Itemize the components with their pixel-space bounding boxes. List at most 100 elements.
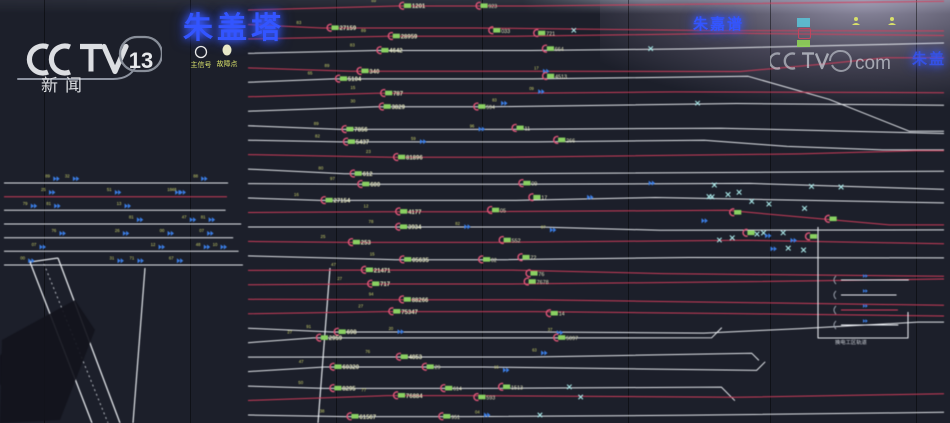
- svg-text:91: 91: [306, 324, 311, 329]
- svg-text:79: 79: [23, 201, 28, 206]
- svg-text:4177: 4177: [408, 210, 422, 216]
- svg-text:96: 96: [470, 123, 475, 128]
- svg-text:81896: 81896: [406, 156, 423, 162]
- svg-text:4513: 4513: [555, 75, 567, 81]
- svg-text:51: 51: [107, 187, 112, 192]
- svg-text:1513: 1513: [511, 385, 523, 391]
- svg-text:23: 23: [366, 149, 371, 154]
- svg-text:266: 266: [566, 138, 575, 144]
- svg-text:76: 76: [52, 228, 57, 233]
- svg-text:50: 50: [298, 380, 303, 385]
- svg-text:8295: 8295: [342, 387, 356, 393]
- svg-text:38: 38: [320, 408, 325, 413]
- svg-text:78: 78: [369, 219, 374, 224]
- svg-text:67: 67: [169, 256, 174, 261]
- svg-text:698: 698: [347, 330, 358, 336]
- svg-text:04: 04: [475, 409, 480, 414]
- svg-text:14: 14: [559, 312, 565, 318]
- svg-text:29: 29: [435, 365, 441, 371]
- svg-text:09: 09: [531, 182, 537, 188]
- svg-text:664: 664: [555, 47, 564, 53]
- svg-text:16: 16: [294, 192, 299, 197]
- svg-text:033: 033: [501, 29, 510, 35]
- svg-text:951: 951: [451, 415, 460, 421]
- svg-text:05: 05: [500, 209, 506, 215]
- svg-text:59: 59: [411, 136, 416, 141]
- svg-text:26: 26: [115, 228, 120, 233]
- svg-text:27: 27: [358, 303, 363, 308]
- svg-text:10: 10: [213, 242, 218, 247]
- svg-text:27: 27: [337, 276, 342, 281]
- svg-text:48: 48: [196, 242, 201, 247]
- svg-text:28959: 28959: [401, 35, 418, 41]
- svg-text:340: 340: [369, 69, 380, 75]
- svg-text:77: 77: [361, 387, 366, 392]
- svg-text:新闻: 新闻: [41, 76, 89, 95]
- svg-text:71: 71: [130, 256, 135, 261]
- svg-text:594: 594: [486, 105, 495, 111]
- svg-text:72: 72: [530, 256, 536, 262]
- svg-text:17: 17: [541, 196, 547, 202]
- svg-text:7856: 7856: [354, 128, 368, 134]
- svg-text:89: 89: [371, 0, 376, 3]
- svg-text:13: 13: [129, 48, 153, 73]
- svg-text:换电工区轨道: 换电工区轨道: [835, 338, 867, 346]
- svg-text:07: 07: [32, 242, 37, 247]
- svg-text:87: 87: [541, 224, 546, 229]
- svg-text:88266: 88266: [412, 298, 429, 304]
- svg-text:5097: 5097: [566, 336, 578, 342]
- svg-text:83: 83: [350, 42, 355, 47]
- svg-text:61567: 61567: [359, 415, 376, 421]
- svg-text:63: 63: [532, 347, 537, 352]
- svg-text:1201: 1201: [412, 4, 426, 10]
- svg-text:47: 47: [299, 359, 304, 364]
- svg-text:81: 81: [129, 215, 134, 220]
- svg-text:30: 30: [350, 99, 355, 104]
- svg-text:12: 12: [151, 242, 156, 247]
- svg-text:97: 97: [330, 176, 335, 181]
- svg-text:47: 47: [182, 215, 187, 220]
- svg-text:15: 15: [494, 364, 499, 369]
- svg-text:4853: 4853: [409, 355, 423, 361]
- svg-text:4642: 4642: [389, 49, 403, 55]
- svg-text:37: 37: [548, 327, 553, 332]
- svg-text:48: 48: [172, 187, 177, 192]
- svg-text:76: 76: [538, 272, 544, 278]
- svg-text:07: 07: [199, 228, 204, 233]
- svg-text:82: 82: [315, 134, 320, 139]
- svg-text:com: com: [855, 53, 891, 74]
- svg-text:81: 81: [201, 215, 206, 220]
- svg-text:47: 47: [331, 262, 336, 267]
- svg-text:21471: 21471: [374, 268, 391, 274]
- svg-text:923: 923: [489, 4, 498, 10]
- svg-text:09: 09: [529, 86, 534, 91]
- svg-text:94: 94: [369, 292, 374, 297]
- svg-text:00: 00: [160, 228, 165, 233]
- svg-text:76884: 76884: [406, 394, 423, 400]
- svg-text:31: 31: [110, 256, 115, 261]
- svg-text:27154: 27154: [334, 199, 351, 205]
- svg-text:76: 76: [365, 349, 370, 354]
- svg-text:05635: 05635: [412, 258, 429, 264]
- svg-text:89: 89: [314, 121, 319, 126]
- svg-text:12: 12: [364, 204, 369, 209]
- svg-text:00: 00: [20, 256, 25, 261]
- svg-text:89: 89: [325, 63, 330, 68]
- svg-text:65: 65: [308, 71, 313, 76]
- svg-text:11: 11: [525, 126, 531, 132]
- svg-text:83: 83: [492, 98, 497, 103]
- svg-text:81: 81: [46, 201, 51, 206]
- svg-text:82: 82: [455, 221, 460, 226]
- svg-text:83: 83: [296, 20, 301, 25]
- svg-text:20: 20: [389, 326, 394, 331]
- svg-text:552: 552: [512, 239, 521, 245]
- svg-text:60320: 60320: [342, 365, 359, 371]
- svg-text:13: 13: [117, 201, 122, 206]
- svg-text:89: 89: [361, 28, 366, 33]
- svg-text:15: 15: [350, 85, 355, 90]
- svg-text:7678: 7678: [537, 280, 549, 286]
- svg-text:5104: 5104: [348, 77, 362, 83]
- svg-text:32: 32: [65, 174, 70, 179]
- svg-text:88: 88: [193, 174, 198, 179]
- svg-text:3829: 3829: [392, 105, 406, 111]
